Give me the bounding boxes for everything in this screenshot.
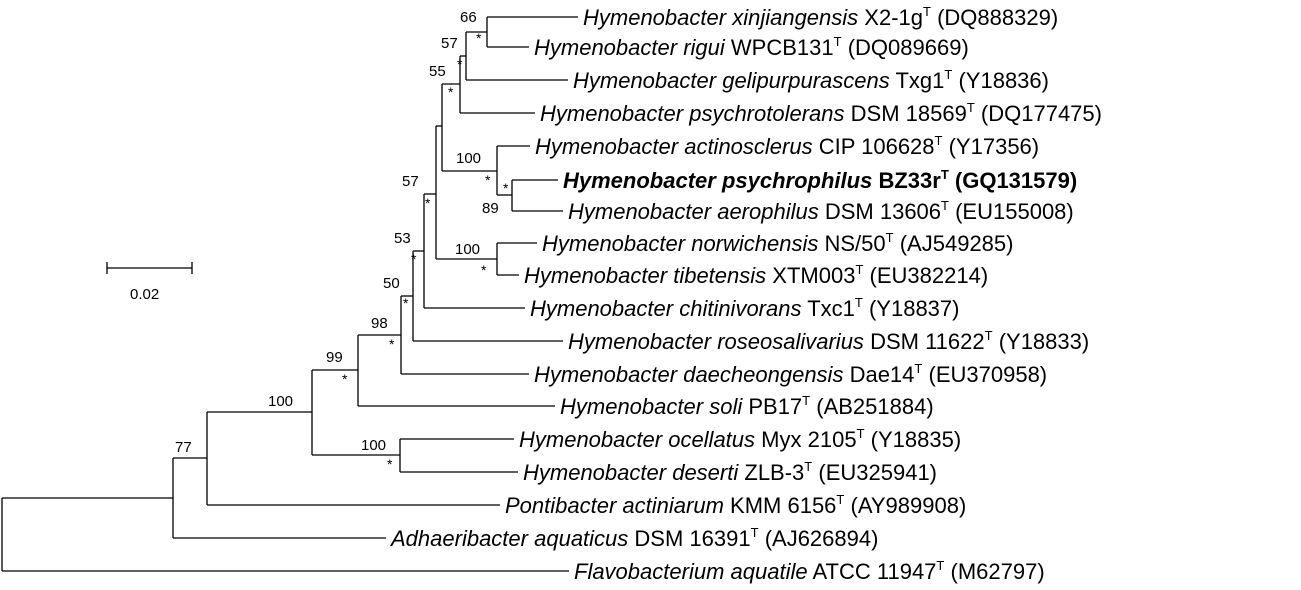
bootstrap-values: 66 57 55 100 89 57 100 53 50 98 99 100 1… <box>175 9 499 456</box>
taxon-label: Hymenobacter roseosalivarius DSM 11622T … <box>568 328 1089 354</box>
bootstrap-value: 98 <box>371 315 388 332</box>
star-mark: * <box>481 262 487 278</box>
taxon-label: Hymenobacter soli PB17T (AB251884) <box>560 393 934 419</box>
star-mark: * <box>342 371 348 387</box>
star-marks: * * * * * * * * * * * * <box>342 30 509 472</box>
tree-branches <box>1 16 578 572</box>
bootstrap-value: 89 <box>482 200 499 217</box>
taxon-label: Hymenobacter norwichensis NS/50T (AJ5492… <box>542 230 1013 256</box>
taxon-labels: Hymenobacter xinjiangensis X2-1gT (DQ888… <box>389 4 1102 584</box>
taxon-label: Hymenobacter deserti ZLB-3T (EU325941) <box>523 459 937 485</box>
bootstrap-value: 100 <box>455 241 480 258</box>
bootstrap-value: 100 <box>268 393 293 410</box>
scale-bar: 0.02 <box>106 262 193 303</box>
bootstrap-value: 66 <box>460 9 477 26</box>
bootstrap-value: 50 <box>383 275 400 292</box>
taxon-label: Hymenobacter psychrotolerans DSM 18569T … <box>540 100 1102 126</box>
taxon-label: Hymenobacter xinjiangensis X2-1gT (DQ888… <box>583 4 1058 30</box>
taxon-label: Hymenobacter tibetensis XTM003T (EU38221… <box>524 262 988 288</box>
taxon-label: Adhaeribacter aquaticus DSM 16391T (AJ62… <box>389 525 878 551</box>
star-mark: * <box>389 336 395 352</box>
star-mark: * <box>387 456 393 472</box>
taxon-label: Hymenobacter actinosclerus CIP 106628T (… <box>535 133 1039 159</box>
bootstrap-value: 53 <box>394 230 411 247</box>
taxon-label: Pontibacter actiniarum KMM 6156T (AY9899… <box>505 492 966 518</box>
taxon-label: Hymenobacter ocellatus Myx 2105T (Y18835… <box>519 426 961 452</box>
taxon-label: Hymenobacter aerophilus DSM 13606T (EU15… <box>568 198 1074 224</box>
star-mark: * <box>411 251 417 267</box>
star-mark: * <box>403 295 409 311</box>
taxon-label: Hymenobacter rigui WPCB131T (DQ089669) <box>534 34 969 60</box>
taxon-label: Hymenobacter daecheongensis Dae14T (EU37… <box>534 361 1047 387</box>
star-mark: * <box>425 195 431 211</box>
bootstrap-value: 57 <box>441 35 458 52</box>
bootstrap-value: 99 <box>326 349 343 366</box>
star-mark: * <box>448 84 454 100</box>
taxon-label: Hymenobacter gelipurpurascens Txg1T (Y18… <box>573 67 1049 93</box>
bootstrap-value: 57 <box>402 173 419 190</box>
taxon-label: Hymenobacter chitinivorans Txc1T (Y18837… <box>530 295 959 321</box>
bootstrap-value: 100 <box>456 150 481 167</box>
taxon-label-highlighted: Hymenobacter psychrophilus BZ33rT (GQ131… <box>563 167 1077 193</box>
star-mark: * <box>457 56 463 72</box>
scale-bar-label: 0.02 <box>130 286 159 303</box>
star-mark: * <box>485 172 491 188</box>
star-mark: * <box>503 180 509 196</box>
bootstrap-value: 55 <box>429 63 446 80</box>
bootstrap-value: 77 <box>175 439 192 456</box>
taxon-label: Flavobacterium aquatile ATCC 11947T (M62… <box>574 558 1045 584</box>
star-mark: * <box>476 30 482 46</box>
bootstrap-value: 100 <box>361 437 386 454</box>
